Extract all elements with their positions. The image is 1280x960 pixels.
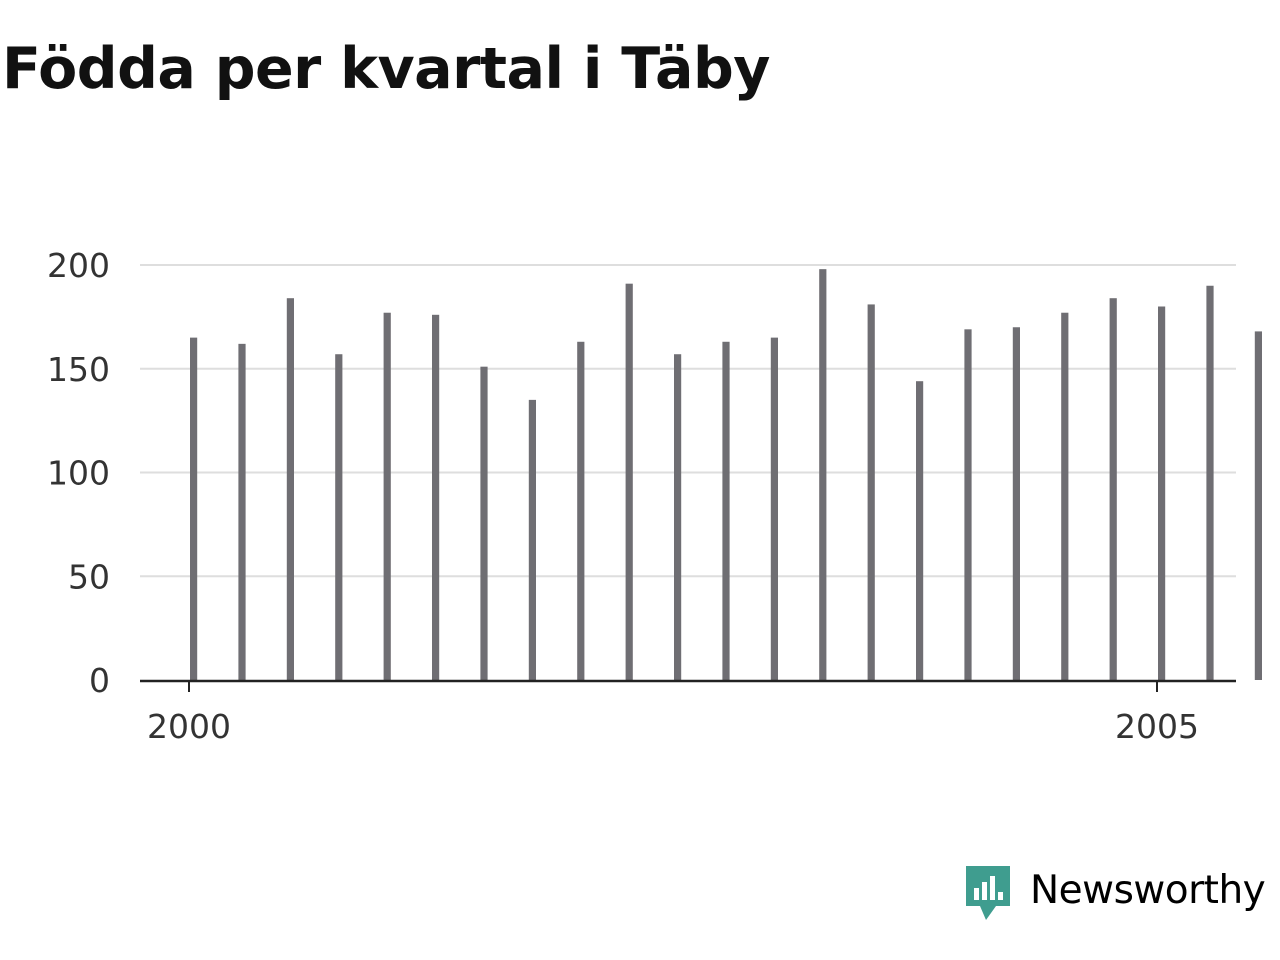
bar [770,337,778,680]
x-tick-label: 2005 [1115,707,1199,746]
gridlines [140,264,1236,578]
bar [1158,306,1166,680]
newsworthy-logo-icon [966,866,1010,920]
bar [1254,331,1262,680]
bar [625,283,633,680]
bars [190,269,1262,680]
bar [1206,285,1214,680]
bar [286,298,294,680]
bar [335,354,343,680]
axes: 050100150200200020052010201520202025 [47,246,1236,746]
bar [1109,298,1117,680]
newsworthy-wordmark: Newsworthy [1030,867,1266,913]
newsworthy-logo: Newsworthy [962,862,1266,924]
y-tick-label: 0 [89,661,110,700]
bar [867,304,875,680]
bar [674,354,682,680]
bar [819,269,827,680]
y-tick-label: 50 [68,557,110,596]
bar [964,329,972,680]
bar [916,381,924,680]
x-tick-label: 2000 [147,707,231,746]
bar [1061,312,1069,680]
bar [190,337,198,680]
bar [383,312,391,680]
bar [528,399,536,680]
bar [480,366,488,680]
bar [577,341,585,680]
chart-title: Födda per kvartal i Täby [2,36,770,102]
bar-chart: 050100150200200020052010201520202025 165 [47,246,1262,746]
bar [1012,327,1020,680]
bar [238,343,246,680]
bar [432,314,440,680]
y-tick-label: 200 [47,246,110,285]
y-tick-label: 100 [47,454,110,493]
bar [722,341,730,680]
y-tick-label: 150 [47,350,110,389]
